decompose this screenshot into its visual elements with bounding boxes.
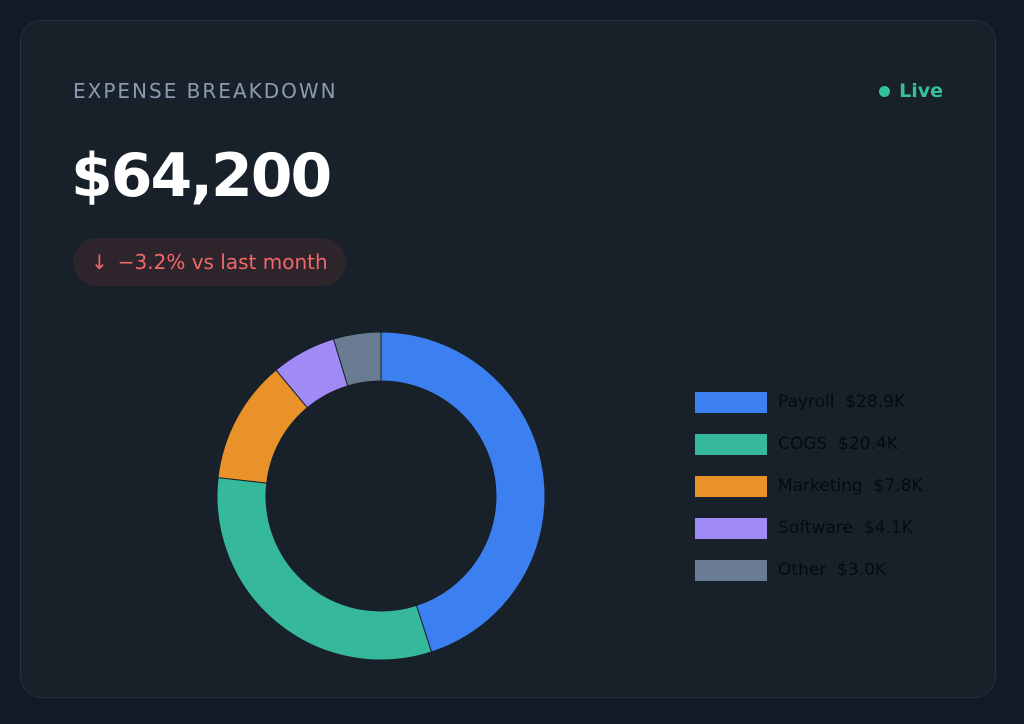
legend-value: $7.8K <box>873 476 923 496</box>
legend-label: Marketing <box>778 476 863 496</box>
legend-label: Software <box>778 518 853 538</box>
delta-text: −3.2% vs last month <box>117 250 328 274</box>
donut-slice-payroll <box>380 331 546 653</box>
card-title: EXPENSE BREAKDOWN <box>73 79 338 103</box>
chart-legend: Payroll $28.9K COGS $20.4K Marketing $7.8K… <box>695 391 923 581</box>
legend-item-other: Other $3.0K <box>695 559 923 581</box>
live-dot-icon <box>879 85 891 97</box>
legend-value: $3.0K <box>837 560 887 580</box>
legend-value: $20.4K <box>838 434 898 454</box>
legend-swatch <box>695 475 767 497</box>
legend-item-cogs: COGS $20.4K <box>695 433 923 455</box>
total-amount: $64,200 <box>71 141 332 211</box>
delta-badge: ↓ −3.2% vs last month <box>73 238 346 286</box>
donut-chart <box>216 331 546 661</box>
legend-swatch <box>695 517 767 539</box>
legend-label: Other <box>778 560 827 580</box>
legend-swatch <box>695 559 767 581</box>
donut-slice-other <box>332 331 382 387</box>
expense-card: EXPENSE BREAKDOWN Live $64,200 ↓ −3.2% v… <box>20 20 996 698</box>
legend-label: Payroll <box>778 392 835 412</box>
donut-slice-cogs <box>216 477 433 661</box>
live-label: Live <box>899 80 943 102</box>
legend-item-payroll: Payroll $28.9K <box>695 391 923 413</box>
live-indicator: Live <box>879 79 943 103</box>
legend-value: $4.1K <box>863 518 913 538</box>
legend-label: COGS <box>778 434 828 454</box>
legend-item-software: Software $4.1K <box>695 517 923 539</box>
legend-swatch <box>695 433 767 455</box>
arrow-down-icon: ↓ <box>91 250 108 274</box>
legend-value: $28.9K <box>845 392 906 412</box>
legend-item-marketing: Marketing $7.8K <box>695 475 923 497</box>
legend-swatch <box>695 391 767 413</box>
